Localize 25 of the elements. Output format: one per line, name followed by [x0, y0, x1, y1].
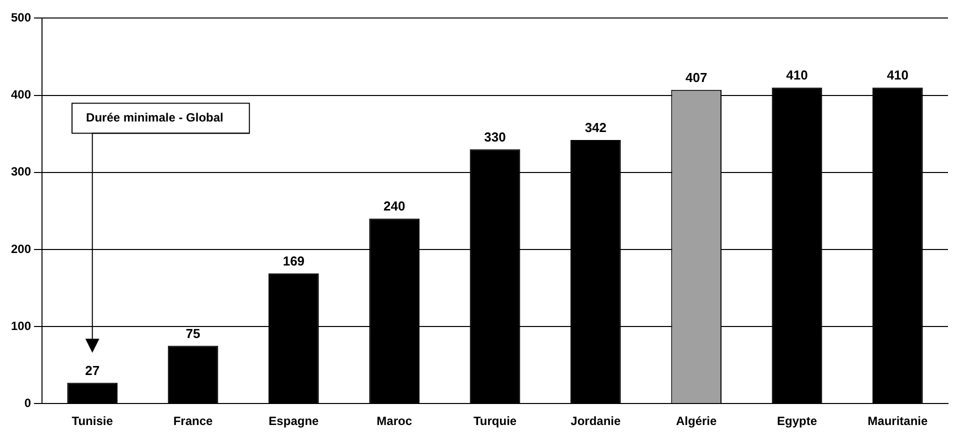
y-tick-label: 300: [10, 164, 32, 179]
y-tick-label: 500: [10, 10, 32, 25]
x-tick-label: Espagne: [268, 414, 320, 428]
x-tick-label: Algérie: [676, 414, 718, 428]
data-label: 27: [85, 362, 100, 378]
y-tick-label: 100: [10, 318, 32, 333]
data-label: 330: [484, 129, 506, 144]
data-label: 342: [584, 120, 607, 136]
y-tick-label: 400: [10, 88, 32, 102]
y-tick-label: 200: [10, 242, 32, 256]
annotation: Durée minimale - Global: [86, 110, 224, 125]
x-tick-label: Tunisie: [72, 414, 114, 428]
x-tick-label: Turquie: [473, 414, 517, 428]
data-label: 410: [886, 68, 909, 83]
data-label: 410: [786, 68, 808, 83]
x-tick-label: Maroc: [376, 414, 412, 428]
x-tick-label: Mauritanie: [868, 414, 928, 428]
y-tick-label: 0: [24, 396, 32, 410]
data-label: 407: [685, 70, 708, 85]
x-tick-label: Egypte: [776, 414, 818, 428]
x-tick-label: France: [173, 414, 214, 428]
data-label: 169: [282, 253, 305, 268]
x-tick-label: Jordanie: [570, 414, 622, 428]
data-label: 75: [186, 326, 200, 341]
data-label: 240: [383, 198, 406, 214]
